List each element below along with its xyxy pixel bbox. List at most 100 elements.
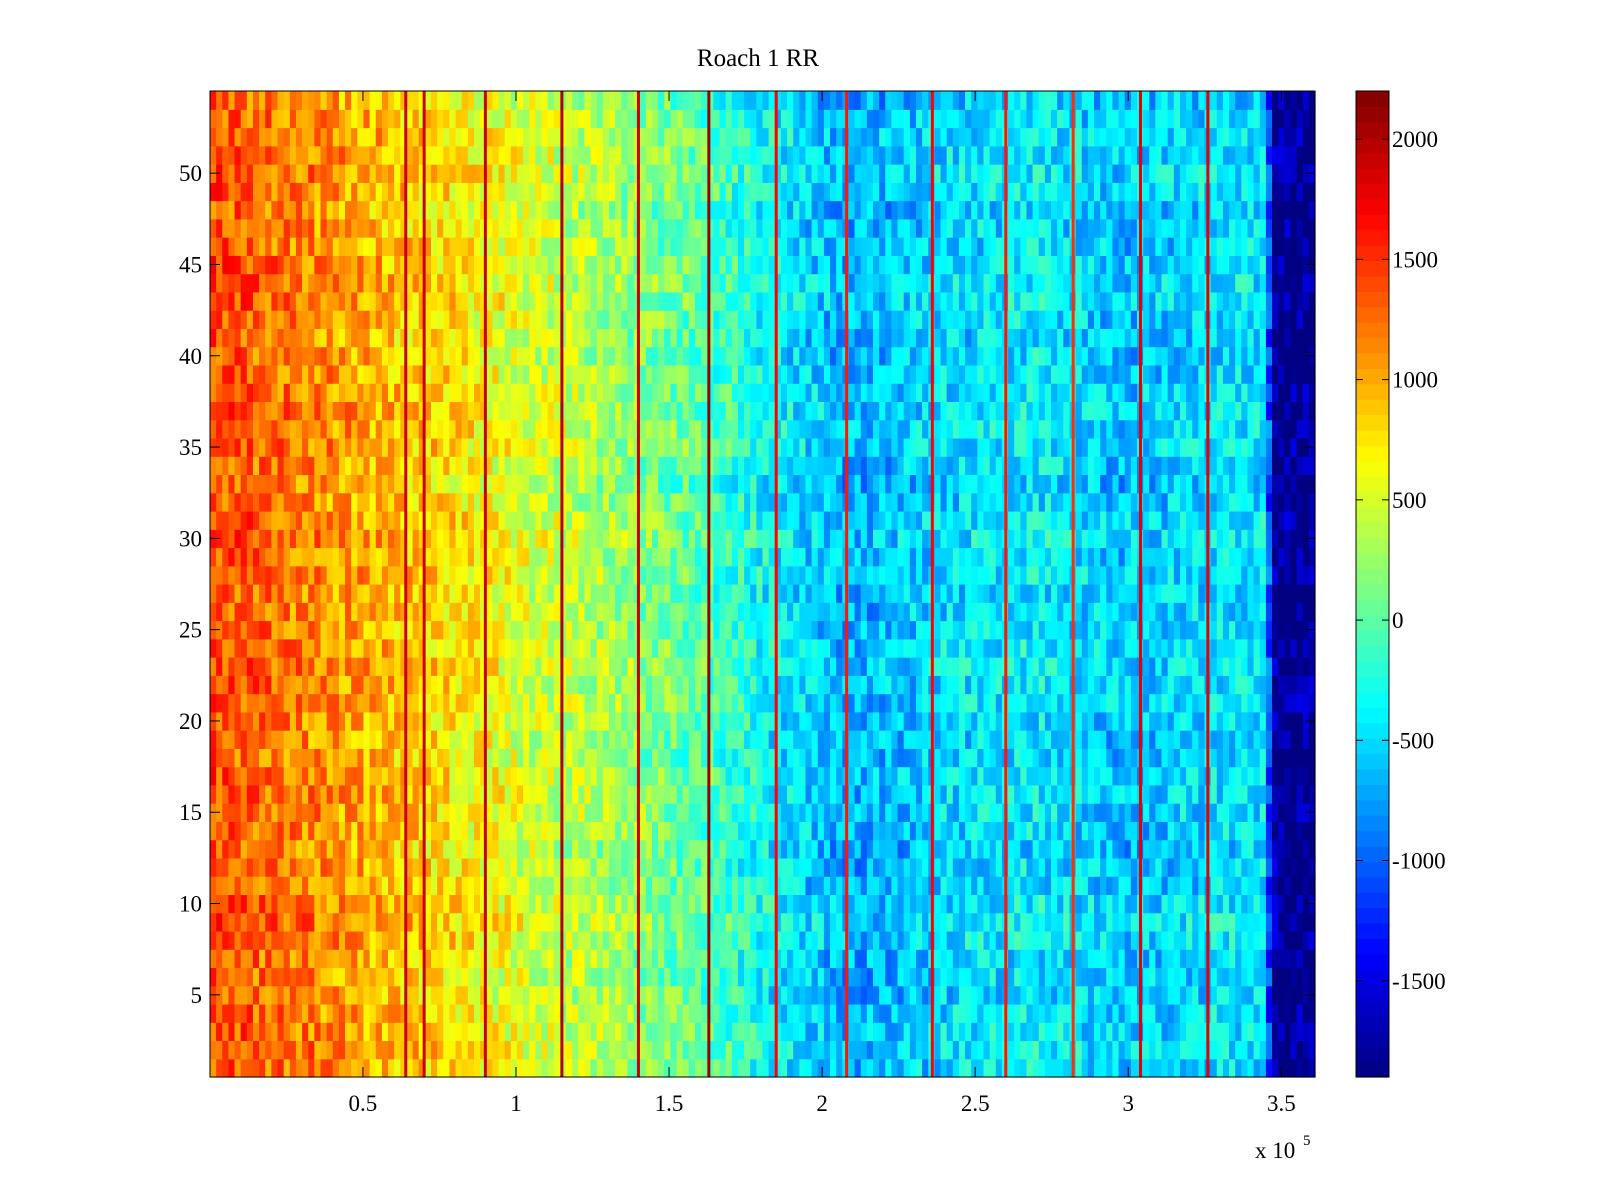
heatmap-cell <box>516 912 524 932</box>
heatmap-cell <box>983 620 991 640</box>
heatmap-cell <box>707 602 714 622</box>
heatmap-cell <box>744 857 751 877</box>
heatmap-cell <box>799 1003 807 1023</box>
heatmap-cell <box>283 657 291 676</box>
heatmap-cell <box>799 675 807 695</box>
heatmap-cell <box>363 949 371 969</box>
heatmap-cell <box>1032 930 1040 950</box>
heatmap-cell <box>320 1058 328 1078</box>
heatmap-cell <box>388 912 395 932</box>
heatmap-cell <box>240 675 248 695</box>
heatmap-cell <box>639 876 647 896</box>
heatmap-cell <box>596 967 604 987</box>
heatmap-cell <box>854 675 862 695</box>
heatmap-cell <box>406 821 414 841</box>
heatmap-cell <box>1118 766 1126 786</box>
heatmap-cell <box>467 565 475 585</box>
heatmap-cell <box>437 839 444 859</box>
heatmap-cell <box>1302 912 1310 932</box>
heatmap-cell <box>437 657 444 676</box>
heatmap-cell <box>707 620 714 640</box>
heatmap-cell <box>774 1040 782 1060</box>
heatmap-cell <box>664 730 672 749</box>
heatmap-cell <box>860 1058 868 1078</box>
heatmap-cell <box>246 730 254 749</box>
heatmap-cell <box>823 602 831 622</box>
heatmap-cell <box>461 602 469 622</box>
heatmap-cell <box>1057 894 1064 914</box>
heatmap-cell <box>658 748 665 768</box>
heatmap-cell <box>363 876 371 896</box>
heatmap-cell <box>345 638 352 658</box>
heatmap-cell <box>308 1003 315 1023</box>
heatmap-cell <box>228 657 236 676</box>
heatmap-cell <box>817 894 825 914</box>
heatmap-cell <box>295 894 303 914</box>
heatmap-cell <box>737 857 745 877</box>
heatmap-cell <box>535 857 543 877</box>
heatmap-cell <box>210 602 217 622</box>
heatmap-cell <box>1130 876 1138 896</box>
heatmap-cell <box>762 803 770 822</box>
heatmap-cell <box>418 584 426 603</box>
heatmap-cell <box>498 1058 506 1078</box>
heatmap-cell <box>995 821 1003 841</box>
heatmap-cell <box>1075 675 1083 695</box>
heatmap-cell <box>578 711 586 731</box>
heatmap-cell <box>694 985 702 1005</box>
heatmap-cell <box>424 930 432 950</box>
heatmap-cell <box>480 930 487 950</box>
heatmap-cell <box>1222 620 1230 640</box>
heatmap-cell <box>1259 876 1267 896</box>
heatmap-cell <box>627 821 635 841</box>
heatmap-cell <box>1247 784 1255 804</box>
heatmap-cell <box>443 1022 451 1042</box>
heatmap-cell <box>1235 675 1242 695</box>
heatmap-cell <box>418 1058 426 1078</box>
heatmap-cell <box>965 675 972 695</box>
heatmap-cell <box>658 930 665 950</box>
heatmap-cell <box>228 930 236 950</box>
heatmap-cell <box>1259 675 1267 695</box>
heatmap-cell <box>535 1022 543 1042</box>
heatmap-cell <box>946 876 954 896</box>
heatmap-cell <box>1063 857 1071 877</box>
heatmap-cell <box>768 1058 776 1078</box>
heatmap-cell <box>836 894 843 914</box>
heatmap-cell <box>228 839 236 859</box>
heatmap-cell <box>768 967 776 987</box>
heatmap-cell <box>817 821 825 841</box>
heatmap-cell <box>787 565 794 585</box>
heatmap-cell <box>897 821 905 841</box>
heatmap-cell <box>234 985 242 1005</box>
heatmap-cell <box>1014 584 1021 603</box>
heatmap-cell <box>363 803 371 822</box>
heatmap-cell <box>1149 967 1156 987</box>
heatmap-cell <box>1229 839 1236 859</box>
heatmap-cell <box>418 1022 426 1042</box>
heatmap-cell <box>246 711 254 731</box>
heatmap-cell <box>940 876 948 896</box>
heatmap-cell <box>922 857 929 877</box>
heatmap-cell <box>774 711 782 731</box>
heatmap-cell <box>989 949 997 969</box>
heatmap-cell <box>652 766 659 786</box>
heatmap-cell <box>228 912 236 932</box>
heatmap-cell <box>590 876 598 896</box>
heatmap-cell <box>345 876 352 896</box>
heatmap-cell <box>1075 638 1083 658</box>
heatmap-cell <box>516 602 524 622</box>
heatmap-cell <box>431 821 438 841</box>
heatmap-cell <box>1296 693 1304 713</box>
heatmap-cell <box>1130 638 1138 658</box>
heatmap-cell <box>983 602 991 622</box>
heatmap-cell <box>774 949 782 969</box>
heatmap-cell <box>977 1003 985 1023</box>
heatmap-cell <box>345 1022 352 1042</box>
heatmap-cell <box>553 876 561 896</box>
heatmap-cell <box>406 912 414 932</box>
heatmap-cell <box>1008 839 1015 859</box>
heatmap-cell <box>811 930 819 950</box>
heatmap-cell <box>351 584 358 603</box>
heatmap-cell <box>1308 675 1316 695</box>
